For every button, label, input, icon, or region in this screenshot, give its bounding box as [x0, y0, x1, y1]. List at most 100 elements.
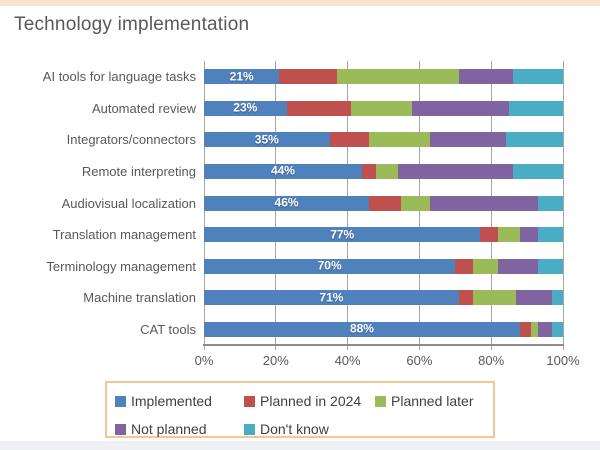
bar-segment-implemented: 77% [204, 227, 481, 243]
bar-data-label: 35% [254, 132, 279, 147]
chart-row: Remote interpreting 44% [82, 156, 563, 188]
bar-segment-planned-in-2024 [329, 132, 370, 148]
bar-segment-don-t-know [505, 132, 563, 148]
bar-segment-planned-later [473, 258, 499, 274]
chart-row: AI tools for language tasks 21% [43, 61, 563, 93]
bar-data-label: 21% [229, 69, 254, 84]
bar-segment-not-planned [519, 227, 538, 243]
category-label: Integrators/connectors [66, 132, 196, 148]
chart-row: Translation management 77% [53, 219, 563, 251]
bar-segment-planned-in-2024 [279, 69, 337, 85]
bar-segment-not-planned [397, 163, 513, 179]
bar-segment-planned-later [369, 132, 431, 148]
bar-segment-planned-later [530, 321, 538, 337]
bottom-strip [0, 441, 600, 450]
bar-data-label: 46% [274, 195, 299, 210]
gridline-100% [562, 61, 564, 350]
legend-swatch-don-t-know [244, 423, 255, 435]
bar-segment-not-planned [412, 100, 510, 116]
bar-segment-planned-later [336, 69, 459, 85]
bar-segment-planned-in-2024 [286, 100, 352, 116]
bar-segment-planned-later [473, 290, 517, 306]
bar-segment-implemented: 46% [204, 195, 370, 211]
bar-segment-don-t-know [552, 321, 563, 337]
legend-label: Planned in 2024 [260, 393, 362, 409]
bar-track: 71% [204, 290, 563, 306]
bar-segment-planned-later [351, 100, 413, 116]
x-axis-tick-label: 40% [334, 353, 361, 368]
legend-item-planned-in-2024: Planned in 2024 [244, 389, 375, 413]
chart-title: Technology implementation [14, 14, 250, 35]
bar-segment-don-t-know [537, 258, 563, 274]
bar-segment-implemented: 71% [204, 290, 459, 306]
chart-row: CAT tools 88% [140, 314, 563, 346]
bar-segment-don-t-know [512, 163, 563, 179]
bar-track: 46% [204, 195, 563, 211]
bar-segment-planned-later [498, 227, 520, 243]
bar-track: 23% [204, 100, 563, 116]
bar-segment-planned-in-2024 [361, 163, 377, 179]
legend: Implemented Planned in 2024 Planned later N… [105, 381, 495, 438]
bar-data-label: 88% [349, 322, 374, 337]
bar-segment-not-planned [537, 321, 553, 337]
plot-area: AI tools for language tasks 21% Automated … [43, 61, 580, 368]
bar-segment-implemented: 88% [204, 321, 520, 337]
legend-swatch-planned-later [375, 395, 386, 407]
bar-segment-not-planned [430, 132, 506, 148]
category-label: AI tools for language tasks [42, 69, 196, 85]
legend-swatch-planned-in-2024 [244, 395, 255, 407]
x-axis-line [203, 344, 564, 346]
category-label: Translation management [52, 227, 196, 243]
bar-segment-not-planned [516, 290, 553, 306]
bar-rows: AI tools for language tasks 21% Automated … [43, 61, 563, 346]
legend-swatch-implemented [115, 395, 126, 407]
bar-data-label: 23% [233, 101, 258, 116]
bar-track: 88% [204, 321, 563, 337]
chart-row: Machine translation 71% [83, 282, 563, 314]
legend-item-don-t-know: Don't know [244, 417, 329, 441]
bar-segment-implemented: 23% [204, 100, 287, 116]
bar-segment-not-planned [498, 258, 538, 274]
legend-item-not-planned: Not planned [115, 417, 244, 441]
bar-data-label: 77% [330, 227, 355, 242]
x-axis-tick-label: 0% [194, 353, 214, 368]
bar-segment-don-t-know [552, 290, 563, 306]
bar-segment-planned-in-2024 [519, 321, 531, 337]
bar-segment-don-t-know [509, 100, 563, 116]
bar-segment-not-planned [458, 69, 513, 85]
x-axis-tick-label: 20% [262, 353, 289, 368]
top-accent-bar [0, 0, 600, 6]
bar-segment-planned-later [376, 163, 398, 179]
x-axis-tick-label: 60% [406, 353, 433, 368]
bar-data-label: 44% [270, 164, 295, 179]
category-label: Remote interpreting [81, 163, 196, 179]
bar-segment-don-t-know [512, 69, 563, 85]
bar-track: 70% [204, 258, 563, 274]
chart-row: Integrators/connectors 35% [67, 124, 563, 156]
bar-segment-planned-in-2024 [480, 227, 499, 243]
bar-track: 77% [204, 227, 563, 243]
bar-track: 35% [204, 132, 563, 148]
bar-segment-not-planned [430, 195, 538, 211]
bar-segment-planned-in-2024 [455, 258, 474, 274]
category-label: Terminology management [46, 258, 196, 274]
bar-segment-planned-in-2024 [369, 195, 402, 211]
bar-track: 44% [204, 163, 563, 179]
bar-data-label: 71% [319, 290, 344, 305]
category-label: CAT tools [140, 321, 196, 337]
bar-data-label: 70% [317, 258, 342, 273]
bar-segment-planned-in-2024 [458, 290, 474, 306]
legend-label: Planned later [391, 393, 474, 409]
category-label: Machine translation [83, 290, 196, 306]
bar-segment-implemented: 70% [204, 258, 456, 274]
legend-item-planned-later: Planned later [375, 389, 493, 413]
x-axis-tick-label: 100% [546, 353, 580, 368]
bar-segment-don-t-know [537, 195, 563, 211]
x-axis-tick-label: 80% [478, 353, 505, 368]
bar-segment-don-t-know [537, 227, 563, 243]
chart-row: Audiovisual localization 46% [62, 187, 563, 219]
chart-row: Terminology management 70% [46, 250, 563, 282]
legend-label: Implemented [131, 393, 212, 409]
legend-swatch-not-planned [115, 423, 126, 435]
